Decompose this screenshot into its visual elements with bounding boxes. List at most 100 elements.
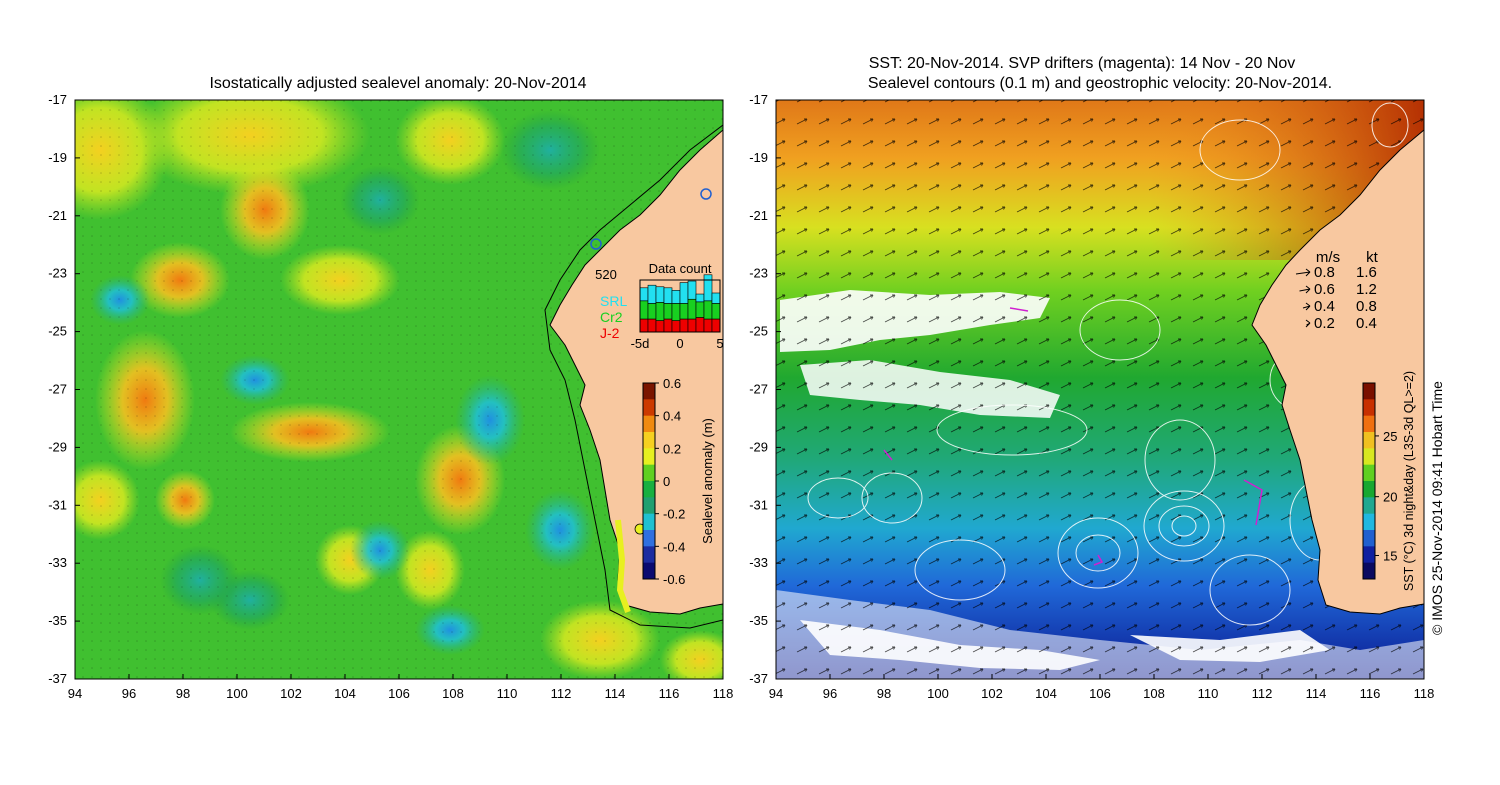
sst-colorbar-swatch xyxy=(1363,415,1375,433)
right-y-tick: -27 xyxy=(749,382,768,397)
left-x-tick: 102 xyxy=(280,686,302,701)
data-count-bar-srl xyxy=(695,293,705,303)
data-count-bar-cr2 xyxy=(663,303,673,320)
sealevel-colorbar-swatch xyxy=(643,432,655,449)
velocity-legend-kt-header: kt xyxy=(1366,249,1379,266)
data-count-bar-j2 xyxy=(639,318,649,333)
left-y-tick: -29 xyxy=(48,439,67,454)
imos-credit: © IMOS 25-Nov-2014 09:41 Hobart Time xyxy=(1429,381,1445,635)
left-x-tick: 118 xyxy=(713,686,734,701)
right-y-tick: -33 xyxy=(749,555,768,570)
right-x-tick: 114 xyxy=(1306,686,1327,701)
data-count-bar-j2 xyxy=(671,320,681,333)
data-count-title: Data count xyxy=(649,261,712,276)
data-count-bar-cr2 xyxy=(639,300,649,320)
sealevel-field xyxy=(75,100,723,679)
right-y-tick: -29 xyxy=(749,439,768,454)
left-y-tick: -35 xyxy=(48,613,67,628)
data-count-bar-cr2 xyxy=(695,301,705,318)
sst-colorbar-tick: 20 xyxy=(1383,490,1397,505)
sealevel-colorbar-swatch xyxy=(643,464,655,482)
data-count-bar-j2 xyxy=(695,317,705,333)
left-y-tick: -33 xyxy=(48,555,67,570)
data-count-bar-srl xyxy=(711,292,721,304)
data-count-bar-cr2 xyxy=(687,298,697,320)
sst-colorbar-swatch xyxy=(1363,448,1375,466)
sealevel-colorbar-swatch xyxy=(643,546,655,564)
velocity-legend-kt: 0.4 xyxy=(1356,315,1377,332)
left-y-tick: -27 xyxy=(48,382,67,397)
data-count-bar-j2 xyxy=(663,318,673,333)
velocity-legend-ms-header: m/s xyxy=(1316,249,1340,266)
data-count-bar-srl xyxy=(663,287,673,304)
sealevel-colorbar: 0.6 0.4 0.2 0 -0.2 -0.4 -0.6 Sealevel anomaly … xyxy=(642,376,715,587)
left-x-tick: 116 xyxy=(659,686,680,701)
sealevel-anomaly-map: Isostatically adjusted sealevel anomaly:… xyxy=(48,75,734,701)
right-y-axis: -17 -19 -21 -23 -25 -27 -29 -31 -33 -35 -37 xyxy=(749,92,781,686)
left-y-tick: -17 xyxy=(48,92,67,107)
right-y-tick: -37 xyxy=(749,671,768,686)
data-count-bar-j2 xyxy=(711,318,721,333)
data-count-x-tick: 0 xyxy=(676,336,683,351)
data-count-bar-cr2 xyxy=(671,303,681,321)
data-count-bar-cr2 xyxy=(655,302,665,321)
velocity-legend-kt: 0.8 xyxy=(1356,298,1377,315)
right-x-tick: 116 xyxy=(1360,686,1381,701)
sst-colorbar-label: SST (°C) 3d night&day (L3S-3d QL>=2) xyxy=(1402,371,1416,591)
data-count-bar-j2 xyxy=(655,320,665,333)
left-y-tick: -23 xyxy=(48,266,67,281)
data-count-bar-j2 xyxy=(679,318,689,333)
sealevel-colorbar-swatch xyxy=(643,383,655,400)
sealevel-colorbar-swatch xyxy=(643,497,655,515)
left-y-tick: -21 xyxy=(48,208,67,223)
data-count-max: 520 xyxy=(595,267,617,282)
sst-colorbar-swatch xyxy=(1363,513,1375,531)
velocity-legend-arrow xyxy=(1295,268,1311,277)
velocity-legend-ms: 0.4 xyxy=(1314,298,1335,315)
sealevel-colorbar-tick: 0 xyxy=(663,474,670,489)
sst-colorbar-swatch xyxy=(1363,383,1375,400)
left-map-title: Isostatically adjusted sealevel anomaly:… xyxy=(209,75,586,92)
sealevel-colorbar-swatch xyxy=(643,415,655,433)
left-x-tick: 100 xyxy=(226,686,248,701)
sealevel-colorbar-swatch xyxy=(643,530,655,547)
sst-map: SST: 20-Nov-2014. SVP drifters (magenta)… xyxy=(749,55,1434,701)
sealevel-colorbar-tick: -0.2 xyxy=(663,507,685,522)
right-y-tick: -17 xyxy=(749,92,768,107)
sst-colorbar-swatch xyxy=(1363,399,1375,417)
velocity-legend-arrow xyxy=(1299,285,1311,294)
data-count-bar-j2 xyxy=(647,318,657,333)
sst-colorbar-swatch xyxy=(1363,432,1375,449)
data-count-bar-srl xyxy=(647,284,657,304)
right-x-axis: 94 96 98 100 102 104 106 108 110 112 114 116 118 xyxy=(769,674,1434,701)
sst-colorbar-tick: 25 xyxy=(1383,429,1397,444)
sealevel-colorbar-swatch xyxy=(643,448,655,466)
right-map-title-line2: Sealevel contours (0.1 m) and geostrophi… xyxy=(868,75,1332,92)
left-x-tick: 108 xyxy=(442,686,464,701)
sst-colorbar: 25 20 15 SST (°C) 3d night&day (L3S-3d QL>… xyxy=(1362,371,1416,591)
velocity-legend-kt: 1.2 xyxy=(1356,281,1377,298)
right-y-tick: -25 xyxy=(749,324,768,339)
data-count-bar-j2 xyxy=(687,318,697,333)
left-y-axis: -17 -19 -21 -23 -25 -27 -29 -31 -33 -35 -37 xyxy=(48,92,80,686)
right-x-tick: 98 xyxy=(877,686,891,701)
sst-colorbar-swatch xyxy=(1363,497,1375,515)
left-y-tick: -37 xyxy=(48,671,67,686)
left-x-axis: 94 96 98 100 102 104 106 108 110 112 114 116 118 xyxy=(68,674,734,701)
right-map-title-line1: SST: 20-Nov-2014. SVP drifters (magenta)… xyxy=(869,55,1296,72)
left-y-tick: -19 xyxy=(48,150,67,165)
sst-colorbar-tick: 15 xyxy=(1383,548,1397,563)
satellite-label-j-2: J-2 xyxy=(600,325,620,341)
right-y-tick: -23 xyxy=(749,266,768,281)
left-y-tick: -31 xyxy=(48,497,67,512)
right-x-tick: 112 xyxy=(1252,686,1273,701)
right-y-tick: -35 xyxy=(749,613,768,628)
left-y-tick: -25 xyxy=(48,324,67,339)
velocity-legend-kt: 1.6 xyxy=(1356,264,1377,281)
data-count-x-tick: 5 xyxy=(716,336,723,351)
velocity-legend-arrow xyxy=(1302,302,1311,311)
data-count-bar-cr2 xyxy=(703,300,713,320)
left-x-tick: 98 xyxy=(176,686,190,701)
sealevel-colorbar-tick: 0.2 xyxy=(663,441,681,456)
